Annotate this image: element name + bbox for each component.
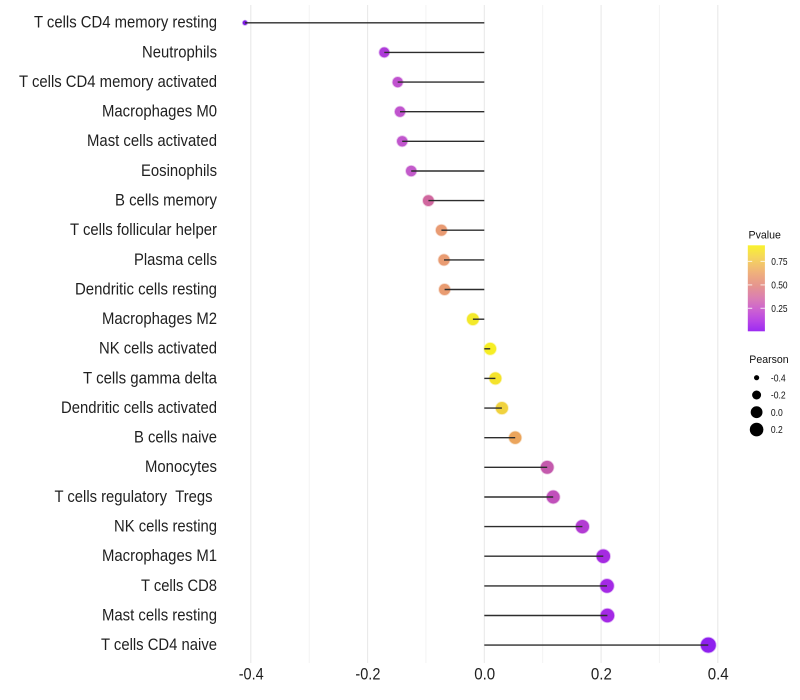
svg-text:0.0: 0.0 <box>474 666 495 684</box>
svg-text:-0.4: -0.4 <box>771 373 786 384</box>
svg-text:-0.2: -0.2 <box>355 666 380 684</box>
svg-text:0.25: 0.25 <box>771 304 788 315</box>
svg-text:T cells follicular helper: T cells follicular helper <box>70 221 217 239</box>
svg-text:0.75: 0.75 <box>771 257 788 268</box>
svg-text:B cells naive: B cells naive <box>134 429 217 447</box>
svg-text:Plasma cells: Plasma cells <box>134 251 217 269</box>
svg-text:T cells regulatory Tregs: T cells regulatory Tregs <box>55 488 213 506</box>
svg-text:Macrophages M1: Macrophages M1 <box>102 547 217 565</box>
svg-text:T cells CD4 naive: T cells CD4 naive <box>101 636 217 654</box>
svg-text:0.4: 0.4 <box>708 666 729 684</box>
svg-text:NK cells resting: NK cells resting <box>114 518 217 536</box>
svg-text:0.2: 0.2 <box>591 666 612 684</box>
svg-text:NK cells activated: NK cells activated <box>99 340 217 358</box>
svg-text:T cells CD4 memory activated: T cells CD4 memory activated <box>19 73 217 91</box>
svg-text:-0.4: -0.4 <box>239 666 264 684</box>
svg-text:T cells CD8: T cells CD8 <box>141 577 217 595</box>
svg-text:0.50: 0.50 <box>771 281 788 292</box>
svg-text:Monocytes: Monocytes <box>145 458 217 476</box>
svg-text:0.2: 0.2 <box>771 425 783 436</box>
svg-text:Mast cells activated: Mast cells activated <box>87 132 217 150</box>
svg-text:Pvalue: Pvalue <box>749 230 781 242</box>
svg-text:Dendritic cells activated: Dendritic cells activated <box>61 399 217 417</box>
svg-text:Dendritic cells resting: Dendritic cells resting <box>75 280 217 298</box>
svg-text:Macrophages M2: Macrophages M2 <box>102 310 217 328</box>
svg-text:Macrophages M0: Macrophages M0 <box>102 103 217 121</box>
svg-text:T cells CD4 memory resting: T cells CD4 memory resting <box>34 14 217 32</box>
svg-text:0.0: 0.0 <box>771 408 783 419</box>
svg-text:Pearson: Pearson <box>749 354 788 366</box>
svg-text:T cells gamma delta: T cells gamma delta <box>83 369 218 387</box>
svg-text:B cells memory: B cells memory <box>115 192 218 210</box>
svg-text:Neutrophils: Neutrophils <box>142 43 217 61</box>
svg-text:-0.2: -0.2 <box>771 391 786 402</box>
svg-text:Eosinophils: Eosinophils <box>141 162 217 180</box>
svg-text:Mast cells resting: Mast cells resting <box>102 606 217 624</box>
